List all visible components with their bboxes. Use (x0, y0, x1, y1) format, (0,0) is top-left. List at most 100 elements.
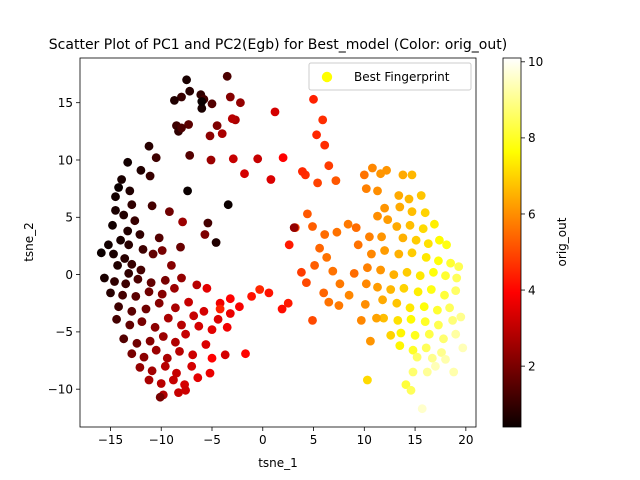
scatter-point (433, 305, 442, 315)
scatter-point (117, 175, 126, 184)
scatter-point (185, 86, 195, 96)
scatter-point (404, 194, 414, 204)
y-tick-label: 5 (65, 211, 73, 225)
scatter-point (110, 277, 119, 286)
scatter-point (424, 329, 434, 339)
scatter-point (207, 99, 217, 109)
plot-frame (79, 57, 477, 428)
scatter-point (361, 279, 371, 289)
scatter-point (127, 200, 137, 210)
scatter-point (135, 230, 145, 239)
scatter-point (160, 275, 170, 285)
scatter-point (189, 311, 199, 321)
scatter-point (119, 334, 129, 344)
scatter-point (171, 303, 180, 313)
scatter-point (422, 367, 432, 377)
scatter-point (289, 223, 299, 233)
colorbar-gradient (502, 57, 522, 428)
scatter-point (130, 216, 140, 226)
scatter-point (156, 379, 166, 388)
scatter-point (399, 283, 409, 293)
x-tick-label: −10 (149, 433, 174, 447)
scatter-point (177, 320, 186, 330)
legend-label: Best Fingerprint (354, 70, 450, 84)
scatter-point (176, 242, 185, 252)
scatter-point (114, 302, 123, 312)
scatter-point (419, 302, 429, 312)
scatter-point (303, 209, 312, 219)
scatter-point (108, 220, 117, 230)
y-tick-label: 0 (65, 268, 73, 282)
scatter-point (407, 248, 417, 258)
scatter-point (223, 200, 233, 210)
scatter-point (240, 169, 249, 179)
scatter-point (197, 97, 207, 106)
scatter-point (376, 265, 385, 275)
scatter-point (167, 261, 176, 270)
scatter-point (188, 350, 198, 360)
scatter-point (174, 388, 183, 397)
scatter-point (205, 131, 215, 141)
scatter-point (406, 314, 416, 324)
scatter-point (382, 165, 391, 175)
scatter-point (308, 222, 317, 231)
scatter-point (297, 267, 306, 277)
scatter-point (220, 350, 230, 360)
scatter-point (386, 330, 396, 340)
scatter-point (344, 290, 354, 300)
scatter-point (349, 269, 359, 278)
scatter-point (429, 267, 438, 277)
scatter-point (449, 367, 459, 377)
scatter-point (146, 278, 156, 287)
scatter-point (401, 380, 411, 389)
x-tick-label: 10 (357, 433, 372, 447)
colorbar-label: orig_out (555, 217, 569, 266)
scatter-point (315, 243, 324, 253)
scatter-point (157, 246, 167, 255)
scatter-point (119, 210, 129, 220)
scatter-point (442, 240, 451, 250)
scatter-point (157, 289, 167, 299)
y-tick-label: −5 (55, 325, 73, 339)
x-tick-label: 15 (407, 433, 422, 447)
scatter-point (155, 392, 165, 402)
scatter-point (312, 130, 321, 140)
scatter-point (177, 273, 186, 283)
scatter-point (151, 153, 161, 163)
scatter-point (215, 304, 225, 314)
scatter-point (136, 265, 146, 275)
scatter-point (154, 233, 164, 243)
scatter-point (133, 274, 143, 284)
scatter-point (411, 235, 421, 245)
scatter-point (100, 273, 109, 283)
scatter-point (165, 207, 174, 217)
scatter-point (439, 334, 448, 344)
scatter-point (225, 92, 235, 102)
scatter-point (434, 320, 443, 330)
scatter-point (193, 373, 203, 383)
scatter-point (202, 283, 212, 293)
legend: Best Fingerprint (308, 62, 472, 91)
x-axis-label: tsne_1 (258, 456, 298, 470)
scatter-point (211, 238, 221, 247)
scatter-point (395, 341, 405, 350)
colorbar: 2 4 6 8 10 orig_out (502, 55, 569, 428)
scatter-point (135, 363, 145, 372)
scatter-point (123, 157, 133, 167)
legend-box (308, 62, 472, 91)
scatter-point (241, 349, 250, 359)
scatter-point (175, 347, 184, 356)
scatter-point (150, 322, 160, 332)
scatter-point (298, 167, 307, 176)
scatter-point (373, 282, 382, 292)
x-tick-label: −5 (203, 433, 221, 447)
scatter-point (324, 161, 334, 171)
scatter-point (421, 343, 431, 353)
scatter-point (124, 240, 134, 250)
scatter-point (141, 304, 151, 314)
scatter-point (408, 367, 418, 377)
scatter-point (125, 320, 135, 330)
scatter-point (106, 288, 115, 298)
scatter-point (410, 330, 420, 340)
scatter-point (392, 222, 402, 231)
